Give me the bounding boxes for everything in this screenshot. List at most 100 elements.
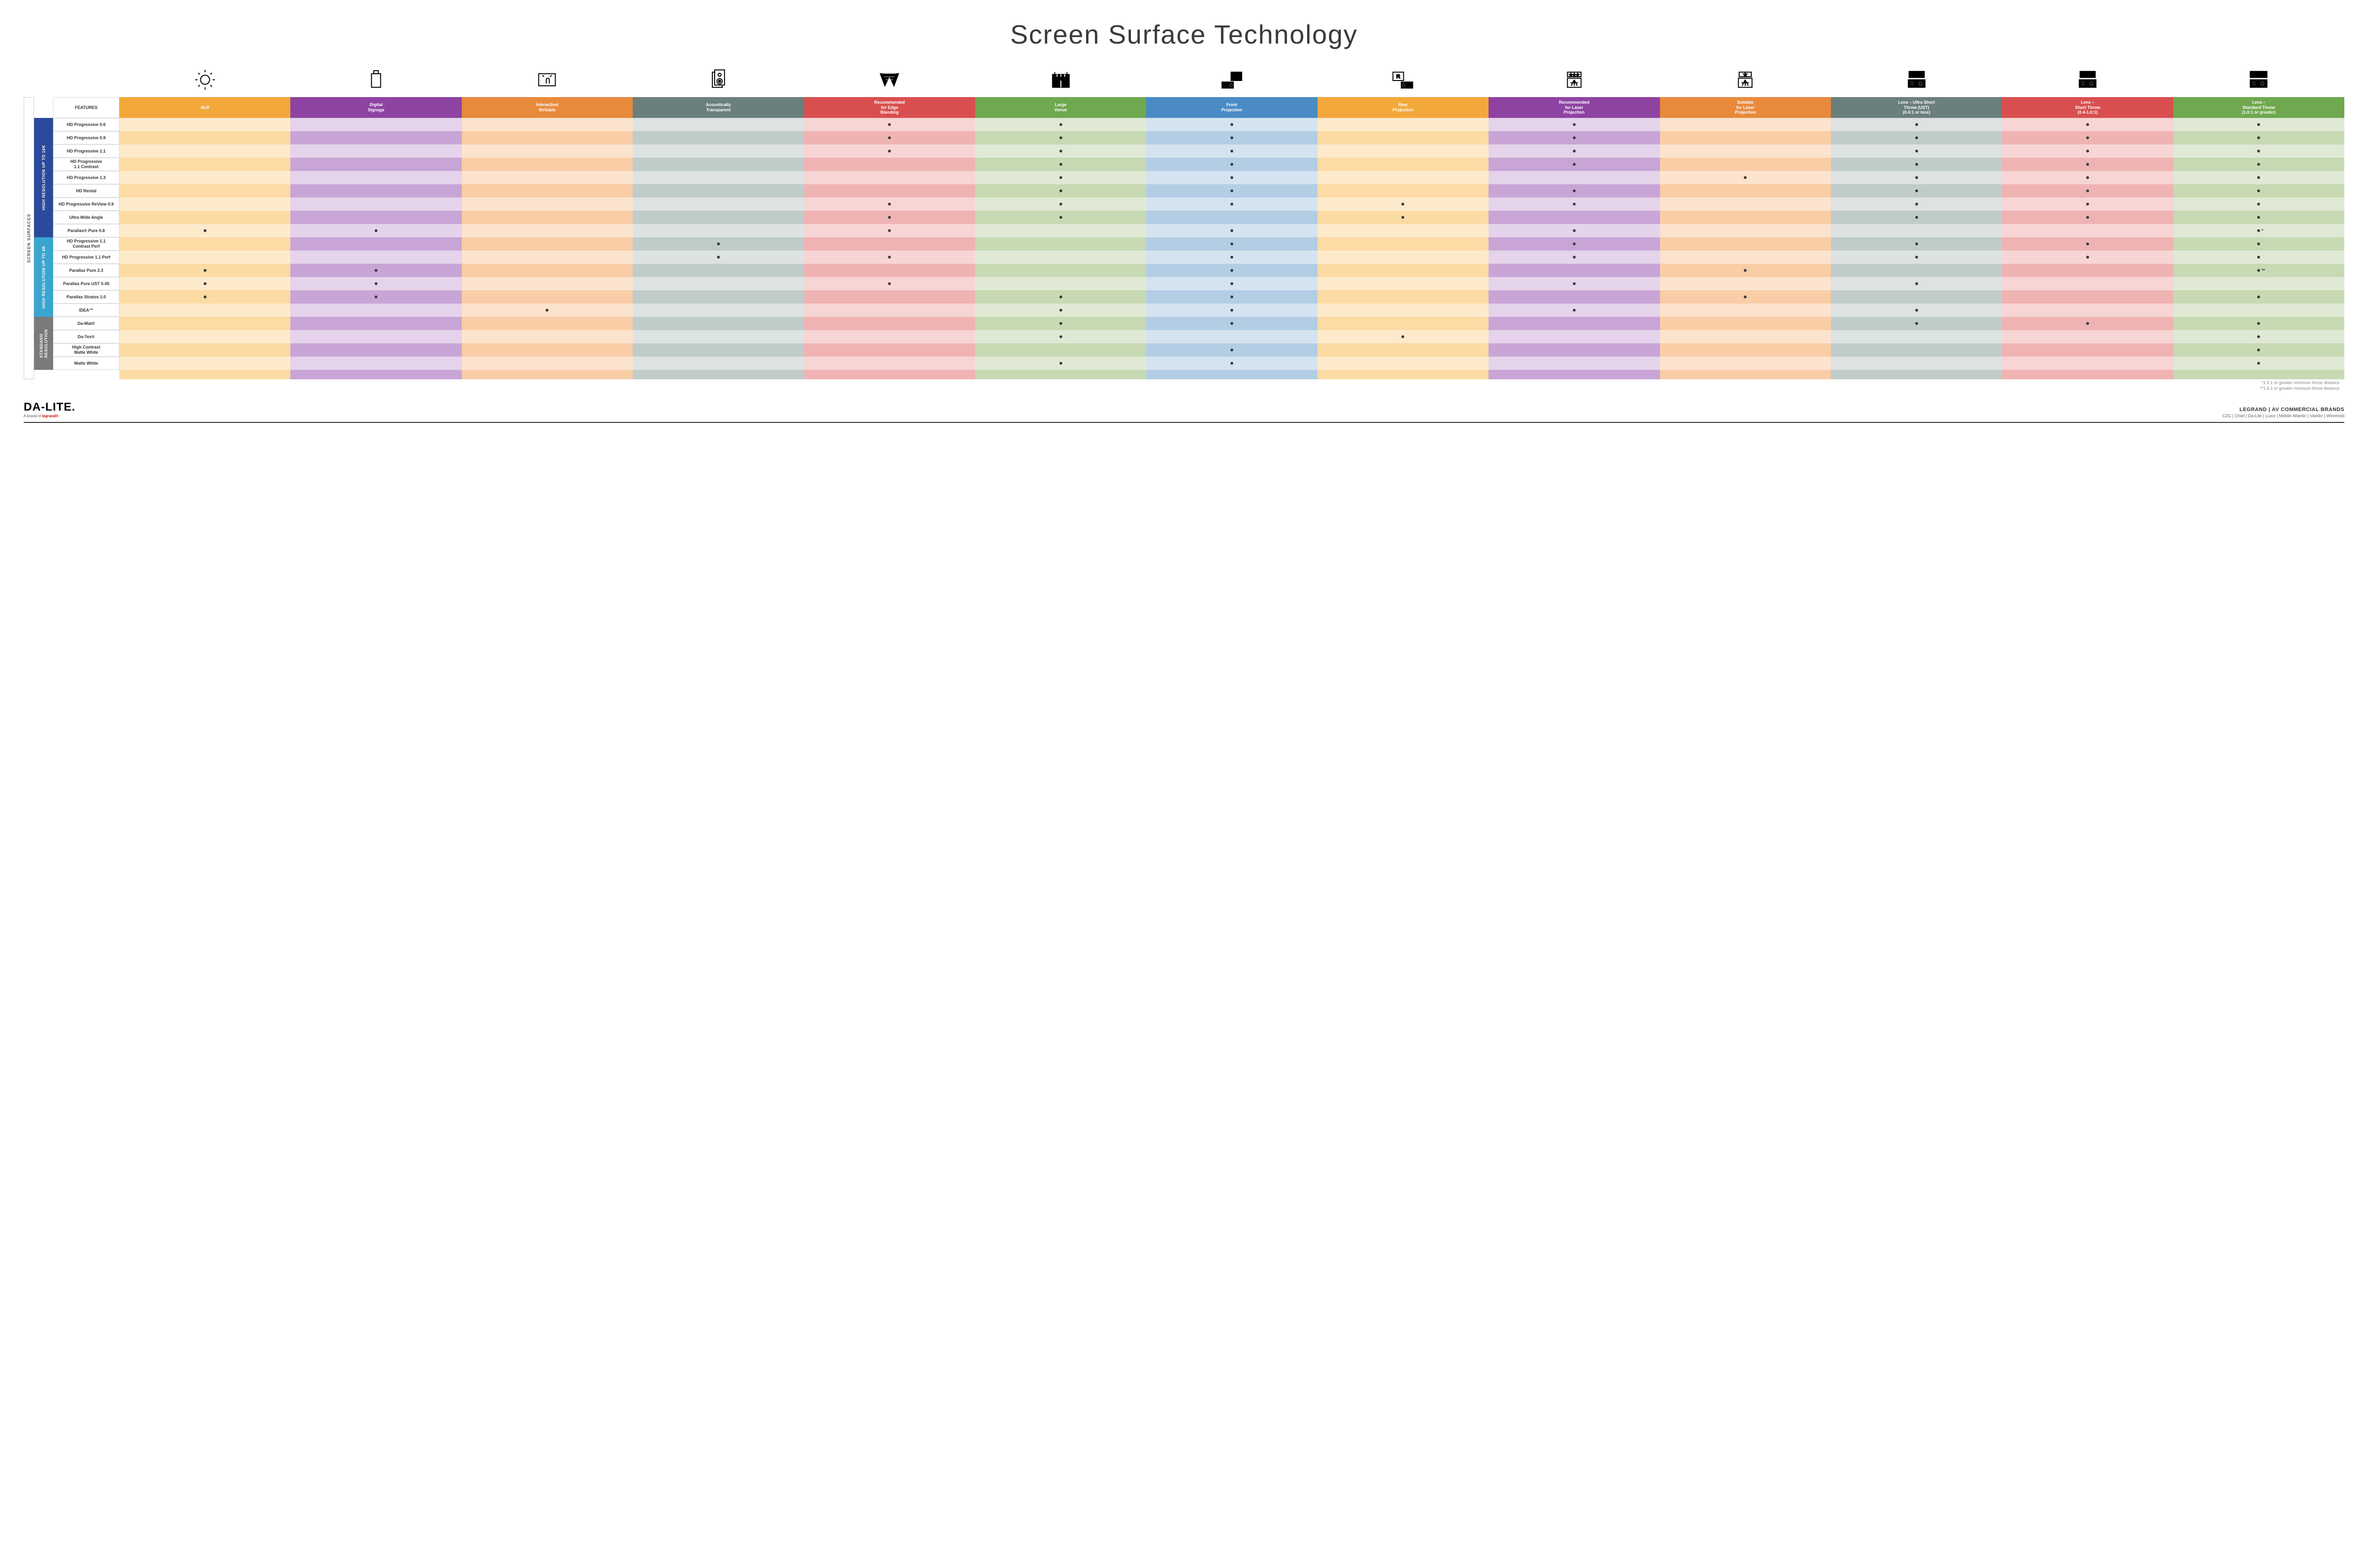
- cell: [119, 118, 290, 131]
- col-header-lens_ust: Lens – Ultra ShortThrow (UST)(0.4:1 or l…: [1831, 97, 2002, 118]
- cell: [2002, 264, 2173, 277]
- cell: [975, 131, 1146, 144]
- dot-icon: [1573, 136, 1576, 139]
- cell: [290, 118, 461, 131]
- dot-footnote: **: [2261, 268, 2265, 273]
- cell: [119, 224, 290, 237]
- dot-icon: [888, 136, 891, 139]
- cell: [1146, 330, 1317, 343]
- cell: [1489, 184, 1659, 197]
- dot-icon: [1059, 123, 1062, 126]
- dot-icon: [1915, 322, 1918, 325]
- feature-label: HD Progressive 1.1: [53, 144, 119, 158]
- cell: [633, 211, 804, 224]
- footnote: **1.8:1 or greater minimum throw distanc…: [24, 386, 2340, 392]
- cell: [804, 264, 975, 277]
- brand-name: DA-LITE.: [24, 401, 75, 414]
- side-group-label: HIGH RESOLUTION UP TO 4K: [34, 237, 53, 317]
- dot-icon: [1573, 309, 1576, 312]
- dot-icon: [2257, 163, 2260, 166]
- cell: [1831, 144, 2002, 158]
- cell: [1831, 158, 2002, 171]
- cell: [119, 330, 290, 343]
- cell: [290, 144, 461, 158]
- cell: [2002, 357, 2173, 370]
- cell: [1660, 158, 1831, 171]
- cell: [804, 330, 975, 343]
- cell: [462, 118, 633, 131]
- dot-icon: [1573, 229, 1576, 232]
- dot-icon: [1230, 229, 1233, 232]
- dot-icon: [1573, 282, 1576, 285]
- feature-label: Parallax Pure 2.3: [53, 264, 119, 277]
- cell: [2173, 158, 2344, 171]
- cell: [1318, 264, 1489, 277]
- col-header-suit_laser: Suitablefor LaserProjection: [1660, 97, 1831, 118]
- cell: [119, 290, 290, 304]
- cell: [462, 264, 633, 277]
- cell: [804, 304, 975, 317]
- cell: [1489, 277, 1659, 290]
- dot-icon: [1230, 123, 1233, 126]
- cell: [119, 211, 290, 224]
- cell: [1146, 131, 1317, 144]
- dot-icon: [1059, 322, 1062, 325]
- bulb-icon: [119, 64, 290, 97]
- cell: [462, 304, 633, 317]
- dot-icon: [1401, 335, 1404, 338]
- cell: [1660, 330, 1831, 343]
- cell: [290, 277, 461, 290]
- table-row: HD Progressive 0.9: [53, 131, 2344, 144]
- dot-icon: [204, 282, 206, 285]
- cell: [975, 158, 1146, 171]
- cell: [1660, 118, 1831, 131]
- cell: [1831, 224, 2002, 237]
- table-row: Parallax Stratos 1.0: [53, 290, 2344, 304]
- cell: [1489, 224, 1659, 237]
- dot-icon: [2257, 349, 2260, 351]
- dot-icon: [1915, 256, 1918, 259]
- dot-icon: [888, 282, 891, 285]
- cell: [1489, 144, 1659, 158]
- dot-icon: [1744, 296, 1747, 298]
- feature-label: Parallax® Pure 0.8: [53, 224, 119, 237]
- cell: [804, 144, 975, 158]
- cell: [462, 251, 633, 264]
- cell: [290, 224, 461, 237]
- cell: [290, 357, 461, 370]
- dot-icon: [888, 150, 891, 152]
- dot-icon: [1059, 216, 1062, 219]
- svg-text:★: ★: [1743, 72, 1748, 77]
- cell: [1831, 237, 2002, 251]
- table-row: HD Progressive 1.3: [53, 171, 2344, 184]
- cell: [462, 211, 633, 224]
- dot-icon: [888, 216, 891, 219]
- dot-icon: [1230, 150, 1233, 152]
- cell: [1318, 197, 1489, 211]
- cell: [290, 197, 461, 211]
- cell: [1831, 343, 2002, 357]
- cell: [2173, 251, 2344, 264]
- svg-text:UST: UST: [1913, 72, 1920, 77]
- cell: [1660, 343, 1831, 357]
- feature-label: Matte White: [53, 357, 119, 370]
- cell: [2002, 197, 2173, 211]
- cell: [975, 277, 1146, 290]
- svg-text:R: R: [1397, 74, 1400, 80]
- cell: [1489, 251, 1659, 264]
- cell: [1831, 118, 2002, 131]
- cell: [633, 144, 804, 158]
- cell: [2173, 118, 2344, 131]
- dot-icon: [2257, 269, 2260, 272]
- dot-icon: [2257, 150, 2260, 152]
- cell: [2173, 357, 2344, 370]
- dot-icon: [2086, 216, 2089, 219]
- cell: [1489, 197, 1659, 211]
- short-icon: Short: [2002, 64, 2173, 97]
- dot-icon: [1573, 189, 1576, 192]
- cell: [1660, 317, 1831, 330]
- feature-label: Da-Mat®: [53, 317, 119, 330]
- dot-icon: [717, 242, 720, 245]
- feature-label: HD Rental: [53, 184, 119, 197]
- cell: [2002, 343, 2173, 357]
